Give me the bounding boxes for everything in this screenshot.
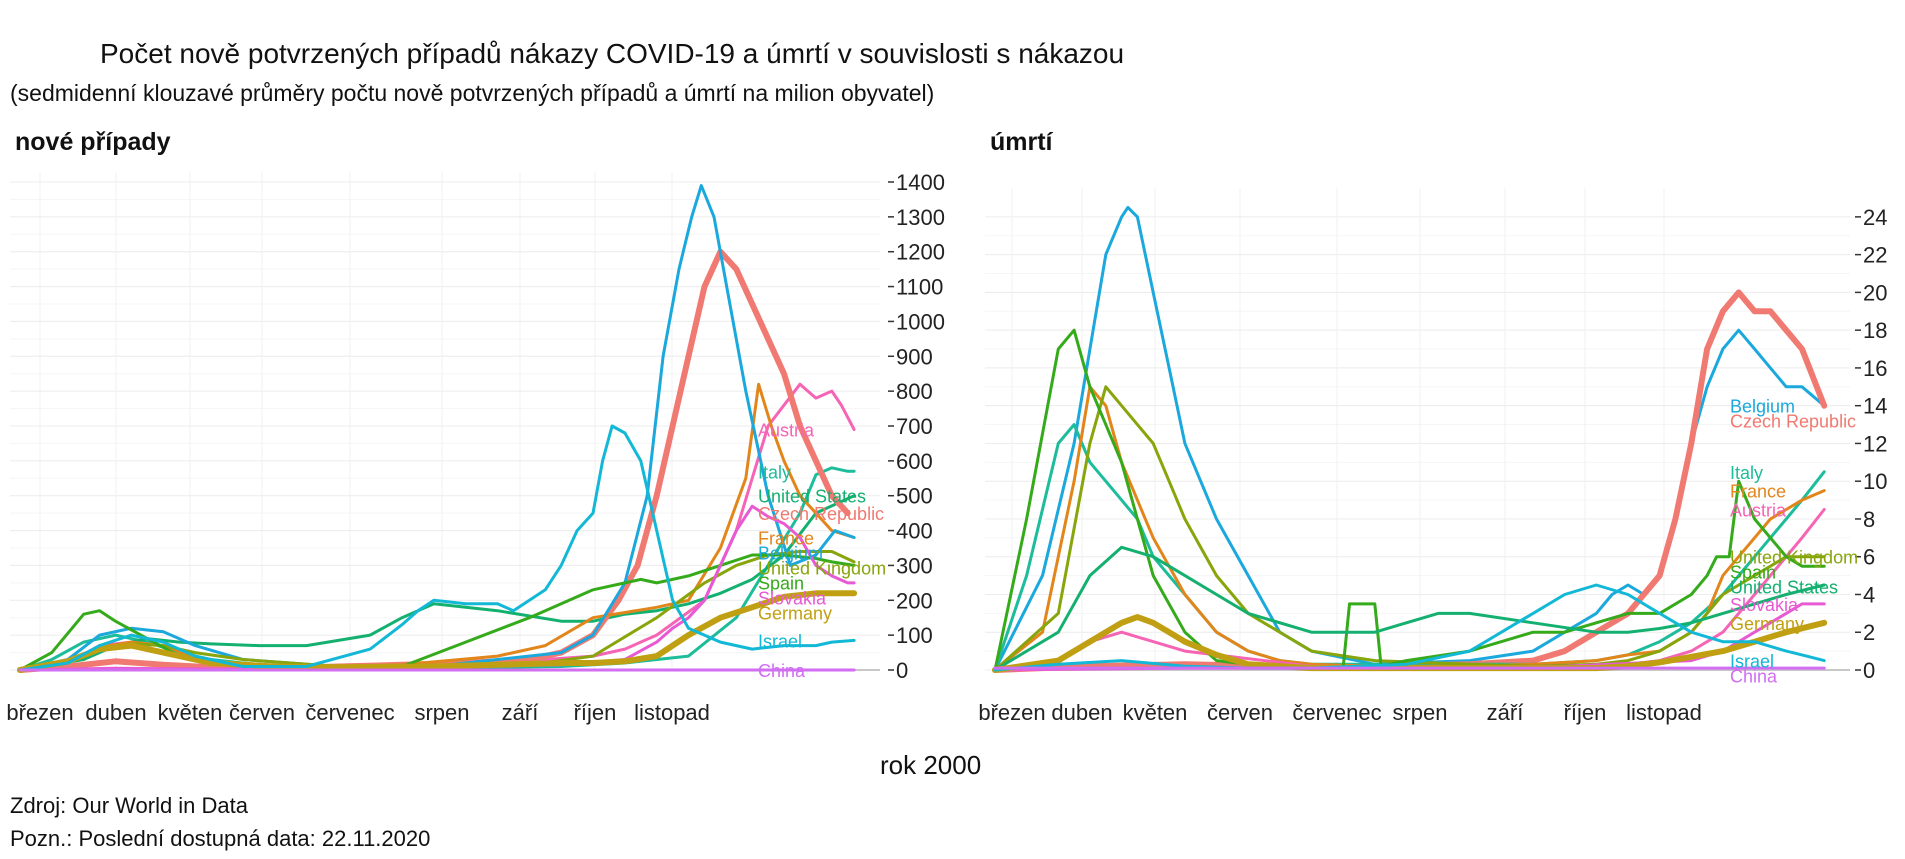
series-label-united-kingdom: United Kingdom bbox=[1730, 548, 1858, 568]
series-line-israel bbox=[993, 583, 1826, 672]
series-label-belgium: Belgium bbox=[1730, 397, 1795, 417]
source-note: Zdroj: Our World in Data bbox=[10, 793, 249, 818]
series-line-spain bbox=[18, 553, 856, 672]
y-tick-label: 0 bbox=[896, 658, 908, 683]
series-label-united-states: United States bbox=[758, 487, 866, 507]
chart-subtitle: (sedmidenní klouzavé průměry počtu nově … bbox=[10, 80, 935, 106]
y-tick-label: 6 bbox=[1863, 545, 1875, 570]
series-label-austria: Austria bbox=[1730, 501, 1787, 521]
y-tick-label: 24 bbox=[1863, 205, 1887, 230]
y-tick-label: 10 bbox=[1863, 469, 1887, 494]
x-tick-label: červen bbox=[1207, 700, 1273, 725]
y-tick-label: 1200 bbox=[896, 240, 945, 265]
series-label-israel: Israel bbox=[1730, 652, 1774, 672]
series-label-austria: Austria bbox=[758, 420, 815, 440]
y-tick-label: 8 bbox=[1863, 507, 1875, 532]
x-tick-label: říjen bbox=[1564, 700, 1607, 725]
y-tick-label: 12 bbox=[1863, 431, 1887, 456]
y-tick-label: 1000 bbox=[896, 309, 945, 334]
series-label-italy: Italy bbox=[1730, 463, 1763, 483]
y-tick-label: 100 bbox=[896, 623, 933, 648]
y-tick-label: 200 bbox=[896, 588, 933, 613]
y-tick-label: 1300 bbox=[896, 205, 945, 230]
series-label-spain: Spain bbox=[758, 574, 804, 594]
y-tick-label: 900 bbox=[896, 344, 933, 369]
series-label-belgium: Belgium bbox=[758, 544, 823, 564]
series-label-united-states: United States bbox=[1730, 578, 1838, 598]
x-tick-label: červenec bbox=[305, 700, 394, 725]
series-label-germany: Germany bbox=[758, 604, 832, 624]
panel-title-0: nové případy bbox=[15, 128, 171, 156]
y-tick-label: 18 bbox=[1863, 318, 1887, 343]
x-tick-label: březen bbox=[6, 700, 73, 725]
series-label-france: France bbox=[1730, 482, 1786, 502]
series-label-china: China bbox=[1730, 667, 1778, 687]
x-tick-label: červenec bbox=[1292, 700, 1381, 725]
series-label-israel: Israel bbox=[758, 631, 802, 651]
y-tick-label: 0 bbox=[1863, 658, 1875, 683]
x-tick-label: srpen bbox=[1392, 700, 1447, 725]
y-tick-label: 14 bbox=[1863, 394, 1887, 419]
series-line-austria bbox=[993, 508, 1826, 672]
series-line-france bbox=[18, 382, 856, 672]
series-label-slovakia: Slovakia bbox=[758, 589, 827, 609]
chart-title: Počet nově potvrzených případů nákazy CO… bbox=[100, 38, 1125, 69]
x-tick-label: listopad bbox=[634, 700, 710, 725]
x-axis-caption: rok 2000 bbox=[880, 750, 982, 780]
y-tick-label: 4 bbox=[1863, 582, 1875, 607]
y-tick-label: 800 bbox=[896, 379, 933, 404]
x-tick-label: srpen bbox=[414, 700, 469, 725]
series-label-china: China bbox=[758, 661, 806, 681]
series-line-united-states bbox=[18, 494, 856, 672]
series-label-czech-republic: Czech Republic bbox=[758, 504, 884, 524]
y-tick-label: 1400 bbox=[896, 170, 945, 195]
x-tick-label: červen bbox=[229, 700, 295, 725]
x-tick-label: říjen bbox=[574, 700, 617, 725]
x-tick-label: květen bbox=[1123, 700, 1188, 725]
series-label-slovakia: Slovakia bbox=[1730, 595, 1799, 615]
y-tick-label: 400 bbox=[896, 519, 933, 544]
y-tick-label: 600 bbox=[896, 449, 933, 474]
panel-title-1: úmrtí bbox=[990, 128, 1054, 156]
x-tick-label: duben bbox=[1051, 700, 1112, 725]
y-tick-label: 20 bbox=[1863, 280, 1887, 305]
series-label-france: France bbox=[758, 529, 814, 549]
y-tick-label: 500 bbox=[896, 484, 933, 509]
series-line-united-states bbox=[993, 545, 1826, 672]
y-tick-label: 22 bbox=[1863, 243, 1887, 268]
series-line-germany bbox=[17, 590, 858, 673]
series-label-united-kingdom: United Kingdom bbox=[758, 559, 886, 579]
x-tick-label: listopad bbox=[1626, 700, 1702, 725]
y-tick-label: 16 bbox=[1863, 356, 1887, 381]
series-label-italy: Italy bbox=[758, 462, 791, 482]
x-tick-label: září bbox=[502, 700, 539, 725]
y-tick-label: 300 bbox=[896, 553, 933, 578]
y-tick-label: 700 bbox=[896, 414, 933, 439]
x-tick-label: duben bbox=[85, 700, 146, 725]
footnote: Pozn.: Poslední dostupná data: 22.11.202… bbox=[10, 826, 431, 851]
series-label-germany: Germany bbox=[1730, 614, 1804, 634]
x-tick-label: září bbox=[1487, 700, 1524, 725]
series-label-spain: Spain bbox=[1730, 563, 1776, 583]
series-line-israel bbox=[18, 424, 856, 672]
y-tick-label: 2 bbox=[1863, 620, 1875, 645]
x-tick-label: březen bbox=[978, 700, 1045, 725]
x-tick-label: květen bbox=[158, 700, 223, 725]
series-line-germany bbox=[992, 614, 1828, 673]
series-label-czech-republic: Czech Republic bbox=[1730, 412, 1856, 432]
series-line-belgium bbox=[18, 184, 856, 672]
y-tick-label: 1100 bbox=[896, 275, 943, 300]
series-line-belgium bbox=[993, 205, 1826, 672]
